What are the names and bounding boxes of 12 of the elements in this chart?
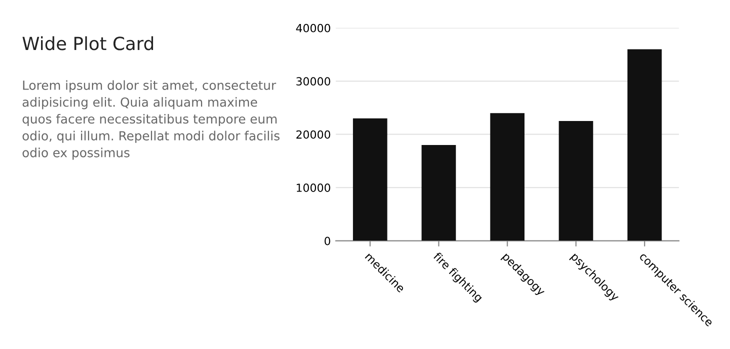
text: Lorem ipsum dolor sit amet, consectetur adipisicing elit. Quia aliquam maxime quos facere necessitatibus tempore eum odio, qui illum. Repellat modi dolor facilis odio ex possimus xyxy=(22,80,280,160)
bar xyxy=(352,118,388,241)
y-tick-label: 20000 xyxy=(296,130,330,139)
bar xyxy=(490,113,525,241)
bar xyxy=(558,121,594,241)
text: Wide Plot Card xyxy=(22,36,154,50)
y-tick-label: 0 xyxy=(324,236,330,246)
y-tick-label: 30000 xyxy=(296,77,330,86)
bar xyxy=(422,145,456,241)
y-tick-label: 40000 xyxy=(296,24,330,32)
y-tick-label: 10000 xyxy=(296,184,330,192)
bar xyxy=(627,49,662,241)
